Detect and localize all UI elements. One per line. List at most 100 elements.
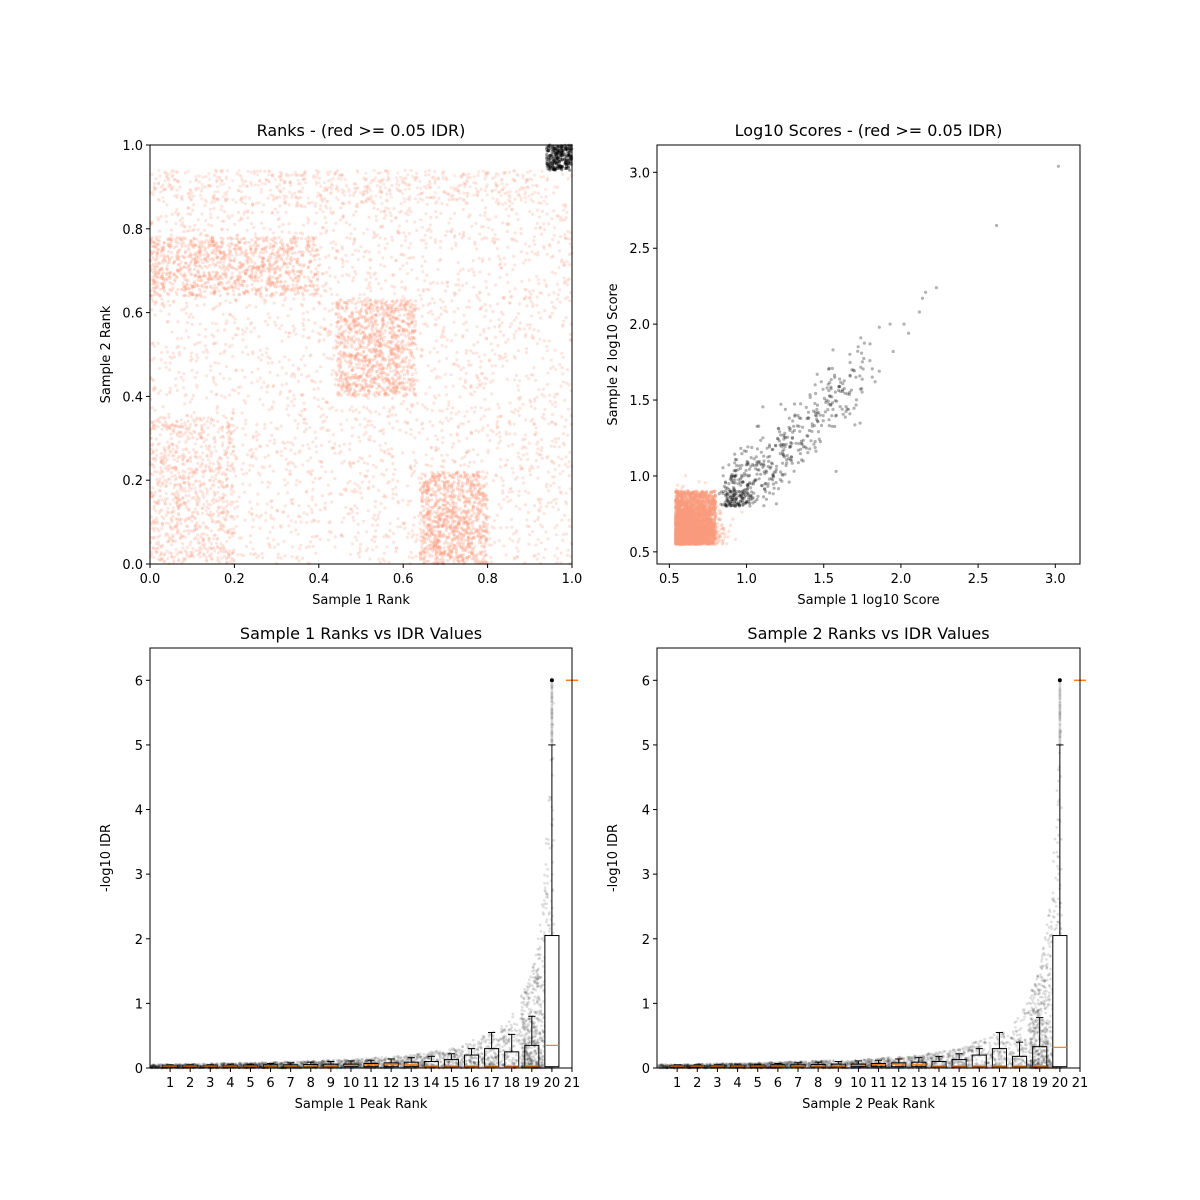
data-point xyxy=(388,366,392,370)
data-point xyxy=(174,210,178,215)
data-point xyxy=(563,462,568,466)
data-point xyxy=(501,295,505,300)
data-point xyxy=(284,382,288,386)
data-point xyxy=(263,269,267,273)
data-point xyxy=(476,376,480,380)
data-point xyxy=(554,533,559,537)
data-point xyxy=(231,354,235,358)
data-point xyxy=(364,359,368,363)
data-point xyxy=(385,387,389,391)
data-point xyxy=(286,396,290,400)
data-point xyxy=(521,402,525,406)
data-point xyxy=(355,205,359,209)
data-point xyxy=(549,444,553,448)
data-point xyxy=(397,501,401,505)
data-point xyxy=(308,261,312,265)
data-point xyxy=(520,185,524,189)
data-point xyxy=(235,499,239,504)
data-point xyxy=(345,236,349,240)
data-point xyxy=(239,536,243,540)
data-point xyxy=(416,379,420,383)
data-point xyxy=(267,408,271,412)
data-point xyxy=(516,384,520,388)
data-point xyxy=(233,297,237,301)
data-point xyxy=(160,556,164,561)
data-point xyxy=(212,241,216,245)
data-point xyxy=(438,298,442,302)
data-point xyxy=(381,432,386,436)
data-point xyxy=(201,458,205,462)
data-point xyxy=(351,366,355,370)
data-point xyxy=(374,535,378,539)
data-point xyxy=(247,510,251,514)
data-point xyxy=(553,271,558,275)
data-point xyxy=(250,507,254,511)
data-point xyxy=(462,528,466,533)
data-point xyxy=(383,329,387,333)
data-point xyxy=(465,348,469,352)
data-point xyxy=(526,458,530,462)
data-point xyxy=(508,401,512,405)
data-point xyxy=(324,289,328,293)
data-point xyxy=(425,437,429,441)
data-point xyxy=(453,460,457,464)
data-point xyxy=(195,383,199,387)
data-point xyxy=(163,277,168,281)
data-point xyxy=(354,204,358,208)
data-point xyxy=(309,471,313,475)
data-point xyxy=(425,195,429,200)
data-point xyxy=(483,314,487,318)
data-point xyxy=(150,308,154,312)
data-point xyxy=(509,517,514,522)
data-point xyxy=(497,263,501,267)
data-point xyxy=(554,422,558,426)
data-point xyxy=(343,309,347,313)
data-point xyxy=(550,300,554,305)
data-point xyxy=(307,236,311,240)
data-point xyxy=(365,311,369,315)
data-point xyxy=(256,279,260,283)
data-point xyxy=(534,543,538,547)
data-point xyxy=(286,440,290,444)
data-point xyxy=(477,497,481,501)
data-point xyxy=(523,192,527,196)
data-point xyxy=(529,419,533,423)
data-point xyxy=(286,314,290,318)
data-point xyxy=(153,245,157,249)
data-point xyxy=(515,555,519,559)
data-point xyxy=(250,277,254,281)
data-point xyxy=(300,303,305,308)
data-point xyxy=(162,281,166,285)
data-point xyxy=(399,351,404,355)
data-point xyxy=(518,379,522,383)
data-point xyxy=(306,216,310,220)
data-point xyxy=(547,242,551,246)
data-point xyxy=(396,517,400,521)
data-point xyxy=(192,228,196,232)
data-point xyxy=(363,417,367,421)
data-point xyxy=(256,554,261,558)
data-point xyxy=(346,512,350,516)
data-point xyxy=(505,229,509,234)
data-point xyxy=(381,256,385,260)
data-point xyxy=(519,250,524,254)
data-point xyxy=(278,273,282,277)
data-point xyxy=(566,177,570,181)
data-point xyxy=(492,526,496,530)
data-point xyxy=(228,301,232,305)
data-point xyxy=(184,244,188,248)
data-point xyxy=(193,243,197,247)
data-point xyxy=(497,201,501,205)
data-point xyxy=(289,374,293,378)
data-point xyxy=(550,311,554,315)
data-point xyxy=(567,460,571,464)
data-point xyxy=(376,207,380,211)
data-point xyxy=(273,207,277,211)
data-point xyxy=(194,498,198,502)
data-point xyxy=(318,204,323,208)
data-point xyxy=(333,383,337,387)
data-point xyxy=(196,228,200,232)
data-point xyxy=(165,261,169,265)
data-point xyxy=(454,412,458,416)
data-point xyxy=(400,451,405,455)
